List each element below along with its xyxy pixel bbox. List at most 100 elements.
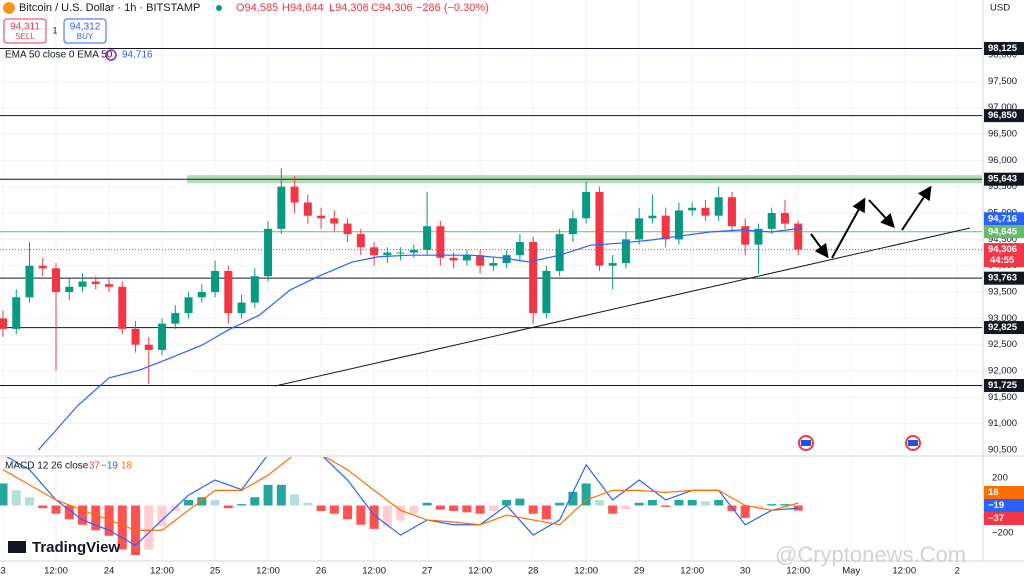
sell-button[interactable]: [3, 18, 47, 44]
candle-body: [595, 191, 604, 266]
macd-legend[interactable]: MACD 12 26 close: [5, 461, 89, 472]
histogram-bar: [594, 499, 604, 506]
x-tick-label: 12:00: [680, 566, 704, 577]
x-tick-label: 3: [0, 566, 5, 577]
price-pane: [0, 47, 982, 451]
histogram-bar: [144, 505, 154, 550]
candle-body: [608, 263, 617, 266]
symbol-title[interactable]: Bitcoin / U.S. Dollar · 1h · BITSTAMP: [19, 2, 200, 14]
event-flag-icon: [801, 440, 811, 446]
candle-body: [356, 234, 365, 248]
candle-body: [65, 286, 74, 293]
y-tick-label: 92,000: [988, 366, 1017, 377]
histogram-bar: [11, 490, 21, 506]
candle-body: [621, 239, 630, 264]
histogram-bar: [197, 497, 207, 506]
histogram-bar: [422, 502, 432, 506]
ema-value: 94,716: [122, 50, 153, 61]
price-tag: [984, 271, 1024, 285]
candle-body: [303, 202, 312, 216]
ema-legend[interactable]: EMA 50 close 0 EMA 50: [5, 50, 113, 61]
ohlc-close: C94,306: [371, 2, 413, 14]
candle-body: [197, 292, 206, 298]
histogram-bar: [329, 505, 339, 514]
histogram-bar: [396, 505, 406, 521]
candle-body: [635, 218, 644, 240]
candle-body: [370, 247, 379, 256]
candle-body: [648, 215, 657, 219]
price-tag: [984, 378, 1024, 392]
histogram-bar: [0, 483, 8, 506]
logo-text[interactable]: TradingView: [32, 539, 120, 556]
spread: 1: [52, 25, 57, 35]
x-tick-label: 12:00: [44, 566, 68, 577]
candle-body: [462, 255, 471, 261]
price-tag-label: 95,643: [988, 174, 1017, 185]
price-tag-label: 96,850: [988, 110, 1017, 121]
x-tick-label: 28: [528, 566, 539, 577]
candle-body: [688, 207, 697, 211]
price-tag-label: 94,306: [988, 244, 1017, 255]
price-tag-label: 93,763: [988, 273, 1017, 284]
candle-body: [25, 265, 34, 298]
ema-line: [37, 227, 803, 451]
x-tick-label: 12:00: [574, 566, 598, 577]
ohlc-open: O94,585: [236, 2, 278, 14]
histogram-bar: [555, 502, 565, 506]
x-tick-label: 12:00: [468, 566, 492, 577]
price-tag-label: 94,716: [988, 213, 1017, 224]
price-tag: [984, 41, 1024, 55]
x-tick-label: 12:00: [150, 566, 174, 577]
candle-body: [52, 268, 61, 293]
candle-body: [343, 223, 352, 235]
candle-body: [754, 228, 763, 245]
histogram-bar: [157, 505, 167, 527]
grid: [0, 0, 982, 561]
histogram-bar: [64, 505, 74, 520]
histogram-bar: [780, 504, 790, 506]
buy-button[interactable]: [63, 18, 107, 44]
candle-body: [436, 226, 445, 258]
histogram-bar: [740, 505, 750, 518]
macd-tick-label: 200: [992, 472, 1008, 483]
market-status: [216, 5, 222, 11]
candle-body: [211, 270, 220, 293]
histogram-bar: [382, 505, 392, 527]
candle-body: [555, 234, 564, 271]
countdown-label: 44:55: [990, 255, 1015, 266]
histogram-bar: [661, 505, 671, 507]
candle-body: [449, 257, 458, 261]
candle-body: [224, 270, 233, 314]
histogram-bar: [502, 499, 512, 506]
watermark: @Cryptonews.Com: [775, 542, 966, 567]
candle-body: [250, 276, 259, 303]
ohlc-change: −286 (−0.30%): [416, 2, 489, 14]
buy-label: BUY: [77, 32, 94, 41]
price-tag: [984, 485, 1024, 499]
histogram-bar: [25, 497, 35, 506]
histogram-bar: [581, 483, 591, 506]
histogram-bar: [528, 505, 538, 514]
histogram-bar: [674, 499, 684, 506]
candle-body: [0, 318, 7, 329]
candle-body: [661, 215, 670, 240]
x-tick-label: 27: [422, 566, 433, 577]
currency: USD: [990, 3, 1010, 14]
candle-body: [144, 344, 153, 350]
y-tick-label: 97,000: [988, 102, 1017, 113]
event-flags: [798, 435, 921, 451]
histogram-bar: [435, 505, 445, 510]
x-tick-label: May: [842, 566, 860, 577]
histogram-bar: [356, 505, 366, 525]
price-tag: [984, 109, 1024, 123]
candle-body: [767, 213, 776, 229]
histogram-bar: [38, 505, 48, 509]
event-flag-icon: [908, 440, 918, 446]
histogram-bar: [700, 501, 710, 506]
price-tag-label: −37: [988, 513, 1004, 524]
histogram-bar: [369, 505, 379, 529]
candle-body: [38, 265, 47, 269]
histogram-bar: [184, 499, 194, 506]
x-tick-label: 12:00: [362, 566, 386, 577]
